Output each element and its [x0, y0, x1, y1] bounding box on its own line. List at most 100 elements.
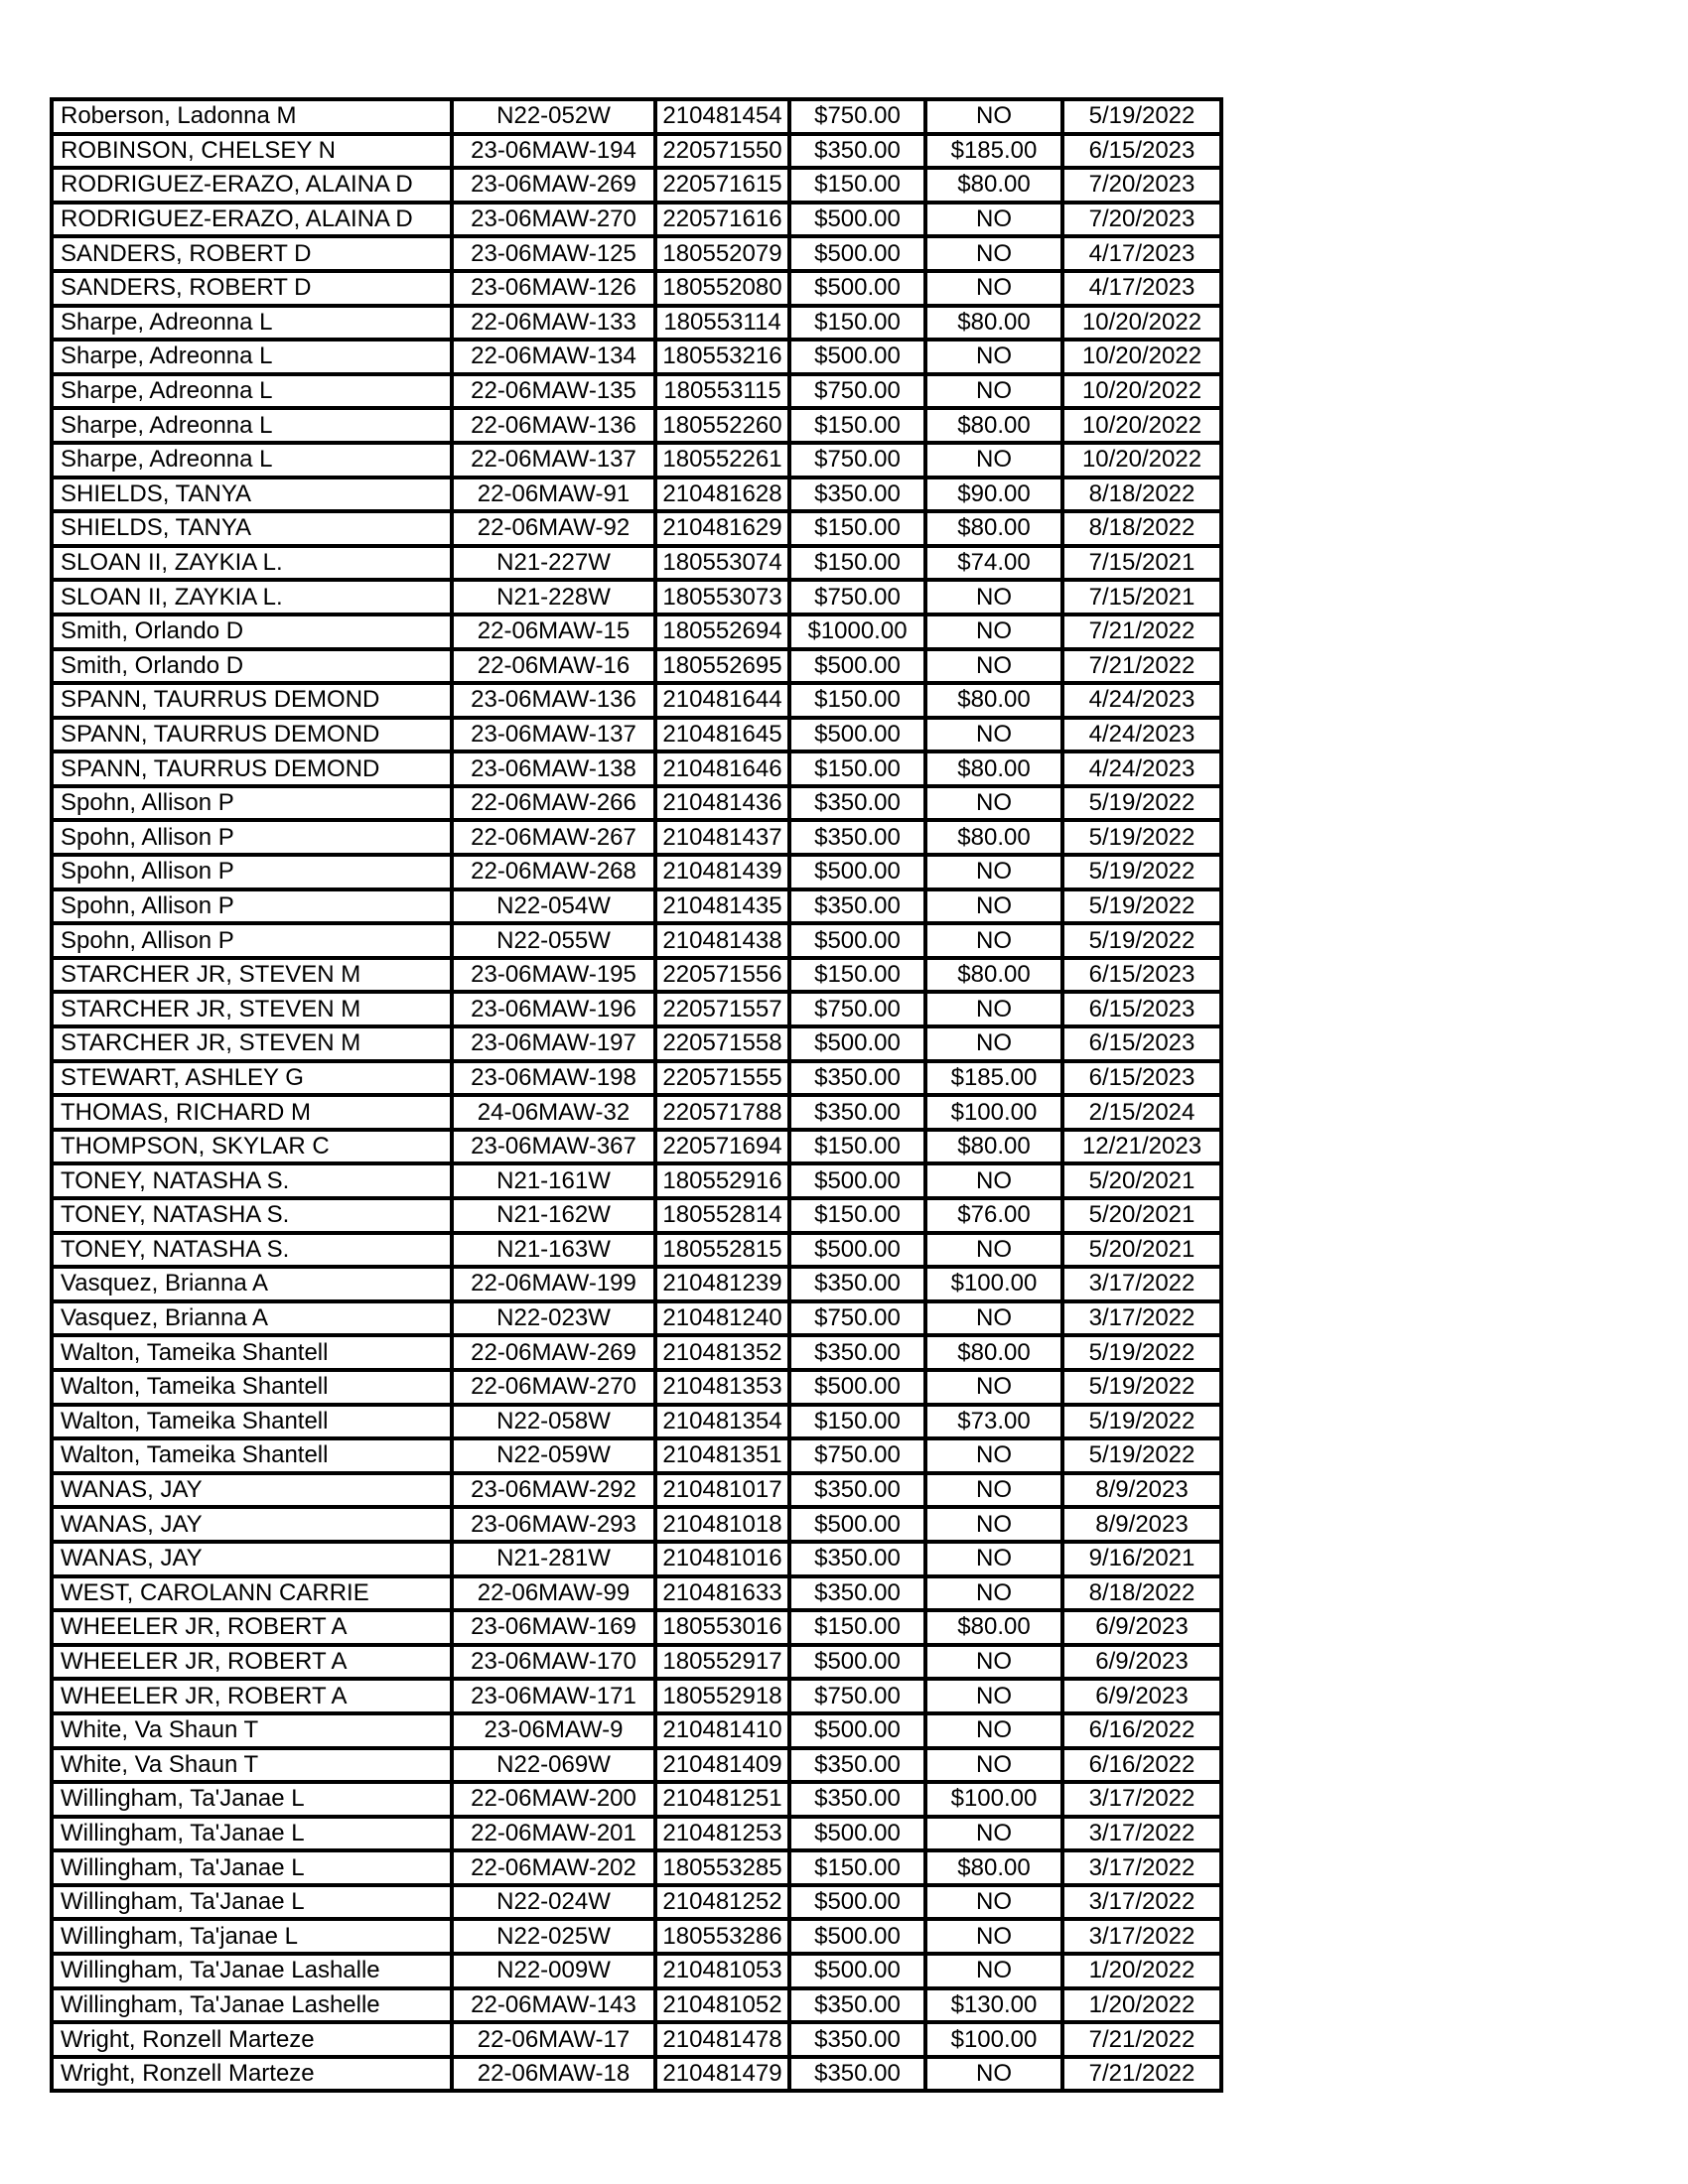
- cell-name: Spohn, Allison P: [50, 853, 454, 891]
- cell-amount-paid: NO: [923, 1298, 1064, 1338]
- table-row: Walton, Tameika Shantell N22-058W 21048135…: [50, 1402, 1223, 1441]
- cell-amount: $350.00: [787, 1573, 927, 1613]
- cell-amount-paid: NO: [923, 371, 1064, 411]
- cell-case-number: 22-06MAW-18: [450, 2054, 657, 2094]
- cell-receipt-number: 210481354: [653, 1402, 791, 1441]
- cell-case-number: 22-06MAW-270: [450, 1367, 657, 1407]
- cell-amount-paid: $73.00: [923, 1402, 1064, 1441]
- cell-amount: $350.00: [787, 2020, 927, 2059]
- cell-receipt-number: 210481253: [653, 1814, 791, 1853]
- cell-case-number: N21-163W: [450, 1230, 657, 1270]
- cell-amount-paid: NO: [923, 1161, 1064, 1200]
- cell-date: 3/17/2022: [1060, 1917, 1223, 1957]
- cell-name: WHEELER JR, ROBERT A: [50, 1608, 454, 1647]
- cell-receipt-number: 210481409: [653, 1745, 791, 1785]
- cell-name: Smith, Orlando D: [50, 646, 454, 686]
- cell-date: 10/20/2022: [1060, 371, 1223, 411]
- cell-case-number: 23-06MAW-171: [450, 1677, 657, 1715]
- cell-amount: $150.00: [787, 1196, 927, 1235]
- cell-date: 7/15/2021: [1060, 543, 1223, 583]
- cell-amount-paid: $80.00: [923, 1127, 1064, 1166]
- cell-amount-paid: NO: [923, 990, 1064, 1029]
- table-row: WEST, CAROLANN CARRIE 22-06MAW-99 21048163…: [50, 1573, 1223, 1613]
- cell-case-number: 22-06MAW-136: [450, 406, 657, 445]
- cell-case-number: 22-06MAW-202: [450, 1848, 657, 1887]
- cell-amount: $750.00: [787, 440, 927, 479]
- cell-amount: $500.00: [787, 1024, 927, 1063]
- cell-amount: $500.00: [787, 646, 927, 686]
- cell-date: 3/17/2022: [1060, 1265, 1223, 1303]
- cell-case-number: N22-059W: [450, 1436, 657, 1475]
- cell-case-number: 22-06MAW-16: [450, 646, 657, 686]
- cell-amount: $750.00: [787, 1436, 927, 1475]
- cell-amount-paid: NO: [923, 234, 1064, 273]
- table-row: Sharpe, Adreonna L 22-06MAW-137 180552261 $…: [50, 440, 1223, 479]
- cell-date: 7/21/2022: [1060, 646, 1223, 686]
- table-container: Roberson, Ladonna M N22-052W 210481454 $750…: [50, 97, 1223, 2094]
- cell-receipt-number: 180553216: [653, 338, 791, 376]
- cell-amount: $500.00: [787, 338, 927, 376]
- cell-receipt-number: 220571550: [653, 131, 791, 171]
- cell-amount: $150.00: [787, 543, 927, 583]
- cell-date: 5/19/2022: [1060, 1367, 1223, 1407]
- table-row: WHEELER JR, ROBERT A 23-06MAW-169 18055301…: [50, 1608, 1223, 1647]
- cell-name: Wright, Ronzell Marteze: [50, 2020, 454, 2059]
- cell-amount-paid: $80.00: [923, 509, 1064, 548]
- table-row: SPANN, TAURRUS DEMOND 23-06MAW-137 2104816…: [50, 715, 1223, 754]
- cell-case-number: 23-06MAW-138: [450, 750, 657, 788]
- cell-case-number: 22-06MAW-135: [450, 371, 657, 411]
- cell-date: 6/15/2023: [1060, 955, 1223, 995]
- cell-amount: $150.00: [787, 1608, 927, 1647]
- cell-name: Spohn, Allison P: [50, 818, 454, 858]
- cell-case-number: 23-06MAW-197: [450, 1024, 657, 1063]
- table-row: Smith, Orlando D 22-06MAW-15 180552694 $100…: [50, 612, 1223, 651]
- cell-name: TONEY, NATASHA S.: [50, 1230, 454, 1270]
- cell-receipt-number: 210481053: [653, 1952, 791, 1990]
- cell-name: White, Va Shaun T: [50, 1745, 454, 1785]
- cell-case-number: 23-06MAW-125: [450, 234, 657, 273]
- cell-amount-paid: $80.00: [923, 1608, 1064, 1647]
- cell-name: SLOAN II, ZAYKIA L.: [50, 578, 454, 616]
- cell-receipt-number: 210481628: [653, 475, 791, 514]
- cell-receipt-number: 210481017: [653, 1470, 791, 1510]
- cell-receipt-number: 210481645: [653, 715, 791, 754]
- cell-case-number: 22-06MAW-266: [450, 783, 657, 823]
- cell-date: 5/19/2022: [1060, 887, 1223, 926]
- cell-amount-paid: NO: [923, 715, 1064, 754]
- cell-amount: $150.00: [787, 1127, 927, 1166]
- cell-receipt-number: 210481016: [653, 1539, 791, 1578]
- cell-name: Walton, Tameika Shantell: [50, 1367, 454, 1407]
- cell-amount-paid: $185.00: [923, 131, 1064, 171]
- cell-receipt-number: 180553073: [653, 578, 791, 616]
- cell-case-number: 22-06MAW-99: [450, 1573, 657, 1613]
- cell-amount: $350.00: [787, 818, 927, 858]
- cell-receipt-number: 210481239: [653, 1265, 791, 1303]
- cell-case-number: 23-06MAW-194: [450, 131, 657, 171]
- table-row: Wright, Ronzell Marteze 22-06MAW-18 210481…: [50, 2054, 1223, 2094]
- cell-case-number: 23-06MAW-293: [450, 1505, 657, 1544]
- cell-date: 7/20/2023: [1060, 166, 1223, 205]
- cell-case-number: 23-06MAW-137: [450, 715, 657, 754]
- cell-case-number: 23-06MAW-367: [450, 1127, 657, 1166]
- cell-amount-paid: NO: [923, 1677, 1064, 1715]
- cell-amount-paid: $100.00: [923, 2020, 1064, 2059]
- cell-receipt-number: 180553074: [653, 543, 791, 583]
- cell-date: 4/24/2023: [1060, 715, 1223, 754]
- cell-receipt-number: 180553286: [653, 1917, 791, 1957]
- table-row: THOMPSON, SKYLAR C 23-06MAW-367 220571694 $…: [50, 1127, 1223, 1166]
- cell-amount: $750.00: [787, 97, 927, 136]
- table-row: SHIELDS, TANYA 22-06MAW-92 210481629 $150.0…: [50, 509, 1223, 548]
- cell-amount: $500.00: [787, 921, 927, 960]
- cell-amount: $750.00: [787, 1677, 927, 1715]
- cell-amount: $500.00: [787, 1161, 927, 1200]
- cell-name: Willingham, Ta'Janae Lashelle: [50, 1985, 454, 2025]
- cell-amount: $150.00: [787, 166, 927, 205]
- cell-amount: $500.00: [787, 200, 927, 239]
- cell-name: Smith, Orlando D: [50, 612, 454, 651]
- cell-name: Sharpe, Adreonna L: [50, 371, 454, 411]
- cell-date: 6/16/2022: [1060, 1745, 1223, 1785]
- cell-amount: $350.00: [787, 1265, 927, 1303]
- cell-name: ROBINSON, CHELSEY N: [50, 131, 454, 171]
- cell-case-number: N21-227W: [450, 543, 657, 583]
- cell-case-number: 23-06MAW-292: [450, 1470, 657, 1510]
